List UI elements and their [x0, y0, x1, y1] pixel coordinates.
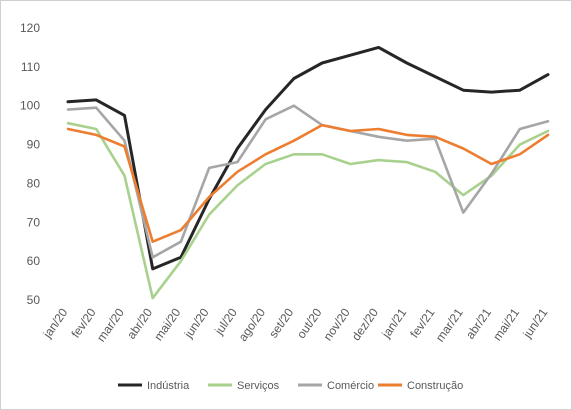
x-tick-label: jan/21 — [378, 305, 409, 341]
y-tick-label: 120 — [20, 21, 40, 35]
series-line-3 — [66, 104, 550, 259]
y-tick-label: 100 — [20, 99, 40, 113]
legend-label: Serviços — [237, 380, 280, 392]
x-tick-label: abr/21 — [463, 305, 494, 341]
x-tick-label: jan/20 — [40, 305, 71, 341]
y-tick-label: 90 — [27, 138, 41, 152]
x-tick-label: nov/20 — [321, 305, 353, 343]
y-axis-ticks: 50 60 70 80 90 100 110 120 — [20, 21, 40, 307]
y-tick-label: 70 — [27, 215, 41, 229]
legend-label: Construção — [407, 380, 463, 392]
y-tick-label: 110 — [21, 60, 40, 74]
y-tick-label: 60 — [27, 254, 41, 268]
x-tick-label: mar/20 — [94, 305, 127, 344]
legend-label: Indústria — [147, 380, 190, 392]
x-tick-label: dez/20 — [349, 305, 381, 343]
y-tick-label: 80 — [27, 176, 41, 190]
y-tick-label: 50 — [27, 293, 41, 307]
x-tick-label: mai/21 — [490, 305, 522, 343]
series-line-1 — [66, 45, 550, 271]
series-line-4 — [66, 123, 550, 243]
series-line-2 — [66, 121, 550, 300]
x-tick-label: mai/20 — [151, 305, 183, 343]
x-tick-label: jul/20 — [211, 305, 240, 338]
series-lines — [66, 45, 550, 300]
x-tick-label: set/20 — [266, 305, 296, 340]
x-tick-label: abr/20 — [124, 305, 155, 341]
legend: Indústria Serviços Comércio Construção — [118, 380, 463, 392]
x-tick-label: ago/20 — [236, 305, 269, 343]
x-tick-label: jun/20 — [181, 305, 212, 341]
x-tick-label: mar/21 — [433, 305, 466, 344]
legend-label: Comércio — [327, 380, 374, 392]
x-tick-label: jun/21 — [520, 305, 551, 341]
